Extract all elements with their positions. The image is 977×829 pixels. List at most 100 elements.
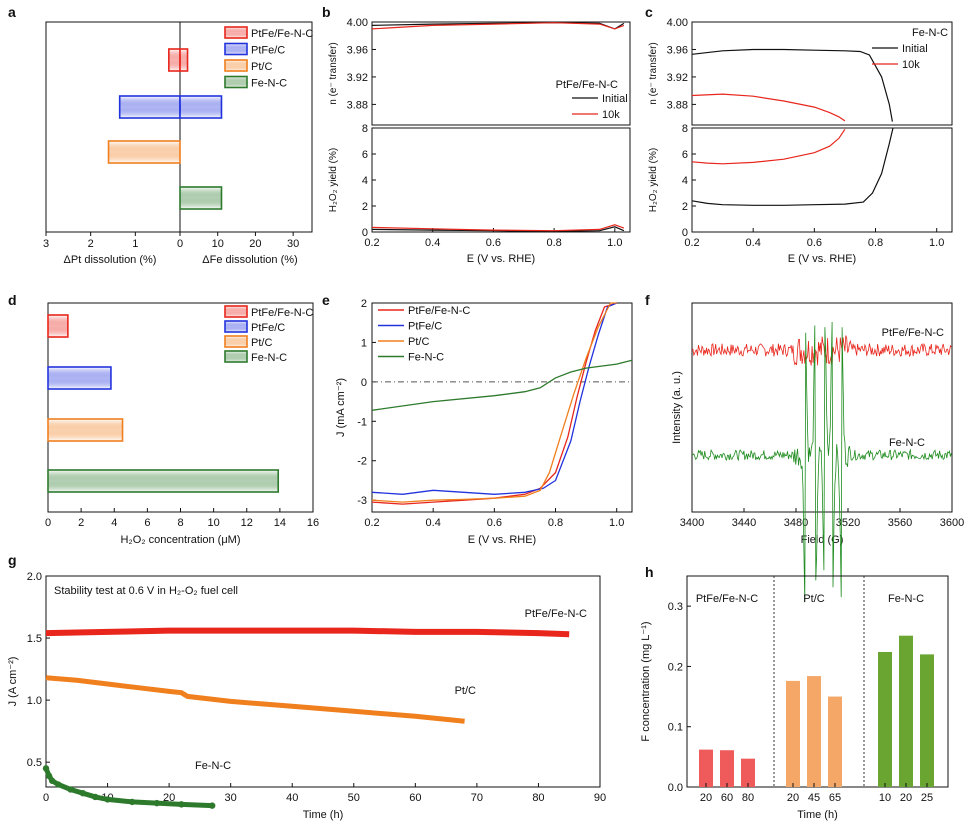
panel-g-point <box>128 798 136 806</box>
panel-b-top-frame <box>371 21 631 126</box>
panel-b-bottom-frame <box>371 127 631 233</box>
panel-g-point <box>48 777 56 784</box>
panel-h-group-label: Pt/C <box>803 593 824 605</box>
panel-b-ytick-label: 8 <box>362 123 368 135</box>
panel-h-group-label: PtFe/Fe-N-C <box>696 593 758 605</box>
panel-h-bar <box>899 635 913 787</box>
panel-c-ytick-label: 8 <box>682 123 688 135</box>
panel-d-xtick-label: 12 <box>241 517 253 529</box>
panel-c-xtick-label: 0.4 <box>746 237 761 249</box>
panel-b-bottom-ylabel: H₂O₂ yield (%) <box>328 148 339 212</box>
panel-a-bar-pt-fill <box>118 95 181 119</box>
panel-letter-d: d <box>8 292 17 308</box>
panel-letter-c: c <box>645 4 653 20</box>
panel-g-trace-Pt/C <box>45 675 465 724</box>
panel-a-legend-label: PtFe/C <box>251 45 285 57</box>
panel-f-xtick-label: 3440 <box>732 517 756 529</box>
panel-a-tick-label: 2 <box>88 238 94 250</box>
panel-b-ytick-label: 4 <box>362 175 368 187</box>
panel-e-legend-label: PtFe/C <box>408 321 442 333</box>
panel-d-legend-swatch-fill <box>224 350 248 363</box>
panel-g-point <box>92 793 99 801</box>
panel-b-ytick-label: 2 <box>362 201 368 213</box>
panel-c-ytick-label: 3.92 <box>667 72 688 84</box>
panel-c-ytick-label: 0 <box>682 227 688 239</box>
panel-d-legend-label: Pt/C <box>251 337 272 349</box>
panel-e-xtick-label: 1.0 <box>609 517 624 529</box>
panel-e-xtick-label: 0.6 <box>487 517 502 529</box>
panel-h-xtick-label: 20 <box>900 792 912 804</box>
panel-a-legend-swatch-fill <box>224 59 248 72</box>
panel-d-xtick-label: 0 <box>45 517 51 529</box>
panel-a-bar-fe <box>179 48 189 72</box>
panel-h-bar <box>786 680 800 787</box>
panel-e-ytick-label: 1 <box>361 337 367 349</box>
panel-a-bar-fe-fill <box>179 95 223 119</box>
panel-c-ytick-label: 2 <box>682 201 688 213</box>
panel-h-ytick-label: 0.3 <box>668 601 683 613</box>
panel-e-xlabel: E (V vs. RHE) <box>468 534 536 546</box>
panel-d-xtick-label: 4 <box>111 517 117 529</box>
panel-c-ytick-label: 6 <box>682 149 688 161</box>
panel-h-bar <box>920 654 934 787</box>
panel-a-bar-pt <box>118 95 181 119</box>
panel-f-ylabel: Intensity (a. u.) <box>671 371 683 444</box>
panel-h-bar <box>807 676 821 787</box>
panel-g-point <box>178 801 185 808</box>
panel-g-xtick-label: 30 <box>225 792 237 804</box>
panel-h-bar <box>741 758 755 787</box>
panel-a-legend-swatch <box>224 26 248 39</box>
panel-c-bottom-line-Initial <box>691 127 894 206</box>
panel-d-bar-fill <box>47 366 112 390</box>
panel-d-bar <box>47 314 69 338</box>
panel-b-bottom-line-10k <box>371 224 625 232</box>
panel-d-legend-swatch <box>224 350 248 363</box>
panel-f-series-label: PtFe/Fe-N-C <box>882 327 944 339</box>
panel-e-legend-label: Fe-N-C <box>408 352 444 364</box>
panel-d-xlabel: H₂O₂ concentration (μM) <box>120 534 240 546</box>
panel-e-xtick-label: 0.4 <box>426 517 441 529</box>
panel-b-xtick-label: 0.6 <box>486 237 501 249</box>
panel-a-bar-fe <box>179 186 223 210</box>
panel-h-ytick-label: 0.1 <box>668 722 683 734</box>
panel-e-line-PtFe/C <box>371 302 617 495</box>
panel-d-bar <box>47 469 280 493</box>
panel-c-top-line-10k <box>691 93 846 122</box>
panel-d-bar <box>47 418 124 442</box>
panel-g-ylabel: J (A cm⁻²) <box>7 657 19 707</box>
panel-letter-b: b <box>322 4 331 20</box>
panel-a-bar-fe-fill <box>179 48 189 72</box>
panel-g-trace-PtFe/Fe-N-C <box>45 627 570 638</box>
panel-c-ytick-label: 4 <box>682 175 688 187</box>
panel-e-ytick-label: 2 <box>361 298 367 310</box>
panel-d-bar-fill <box>47 314 69 338</box>
panel-e-ytick-label: -2 <box>357 456 367 468</box>
panel-e-ylabel: J (mA cm⁻²) <box>335 378 347 437</box>
panel-b-xtick-label: 1.0 <box>607 237 622 249</box>
panel-d-xtick-label: 6 <box>144 517 150 529</box>
panel-b-legend-title: PtFe/Fe-N-C <box>556 79 618 91</box>
panel-a-bar-fe-fill <box>179 186 223 210</box>
panel-g-point <box>55 781 62 788</box>
panel-f-xtick-label: 3600 <box>940 517 964 529</box>
panel-h-bar <box>699 749 713 787</box>
panel-a-tick-label: 0 <box>177 238 183 250</box>
panel-g-ytick-label: 1.5 <box>27 633 42 645</box>
panel-h-group-label: Fe-N-C <box>888 593 924 605</box>
panel-a-legend-swatch-fill <box>224 75 248 89</box>
panel-b-ytick-label: 3.92 <box>347 72 368 84</box>
panel-h-xtick-label: 80 <box>742 792 754 804</box>
panel-b-legend-label: 10k <box>602 109 620 121</box>
panel-b-xtick-label: 0.4 <box>425 237 440 249</box>
panel-d-xtick-label: 10 <box>208 517 220 529</box>
panel-g-xtick-label: 50 <box>348 792 360 804</box>
panel-a-tick-label: 20 <box>249 238 261 250</box>
panel-c-top-line-Initial <box>691 48 893 122</box>
panel-a-legend-label: PtFe/Fe-N-C <box>251 28 313 40</box>
panel-g-xtick-label: 80 <box>532 792 544 804</box>
panel-g-ytick-label: 2.0 <box>27 571 42 583</box>
panel-d-xtick-label: 8 <box>177 517 183 529</box>
panel-c-ytick-label: 3.96 <box>667 44 688 56</box>
panel-c-top-ylabel: n (e⁻ transfer) <box>648 42 659 105</box>
panel-e-line-Fe-N-C <box>371 359 633 411</box>
